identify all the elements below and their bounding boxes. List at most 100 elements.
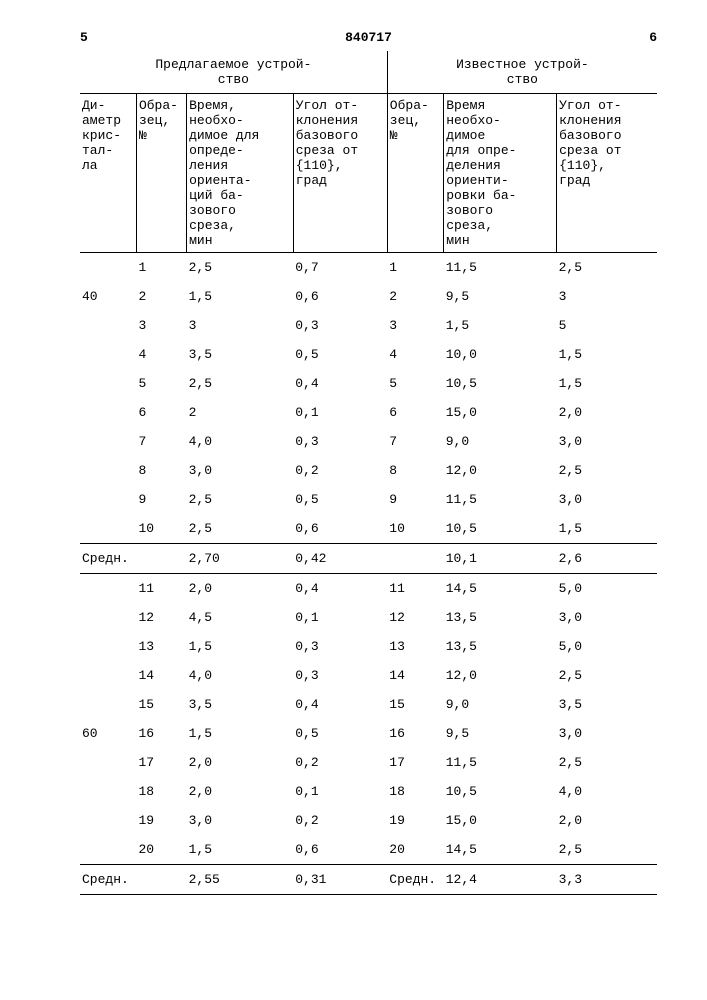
table-cell: 2,0 bbox=[187, 748, 294, 777]
table-cell: 6 bbox=[387, 398, 443, 427]
table-cell: 12 bbox=[387, 603, 443, 632]
table-cell: 5 bbox=[557, 311, 657, 340]
avg-label: Средн. bbox=[80, 865, 187, 895]
table-cell: 3 bbox=[187, 311, 294, 340]
table-cell: 5 bbox=[136, 369, 186, 398]
table-cell: 0,2 bbox=[293, 748, 387, 777]
table-row: 52,50,4510,51,5 bbox=[80, 369, 657, 398]
table-cell bbox=[80, 690, 136, 719]
table-cell: 10,5 bbox=[444, 369, 557, 398]
table-cell: 9,0 bbox=[444, 427, 557, 456]
table-cell: 2,5 bbox=[187, 253, 294, 283]
table-cell: 0,6 bbox=[293, 835, 387, 865]
table-cell: 2,5 bbox=[557, 748, 657, 777]
table-cell: 0,7 bbox=[293, 253, 387, 283]
table-cell: 13 bbox=[136, 632, 186, 661]
group1-title: Предлагаемое устрой- ство bbox=[80, 51, 387, 94]
average-row-2: Средн. 2,55 0,31 Средн. 12,4 3,3 bbox=[80, 865, 657, 895]
avg-cell: 3,3 bbox=[557, 865, 657, 895]
table-cell: 18 bbox=[136, 777, 186, 806]
table-cell bbox=[80, 777, 136, 806]
table-cell: 0,5 bbox=[293, 485, 387, 514]
table-cell: 9 bbox=[387, 485, 443, 514]
table-cell bbox=[80, 427, 136, 456]
document-number: 840717 bbox=[345, 30, 392, 45]
table-cell: 16 bbox=[387, 719, 443, 748]
table-cell: 2,5 bbox=[187, 485, 294, 514]
page-header: 5 840717 6 bbox=[80, 30, 657, 45]
table-cell: 2,0 bbox=[187, 574, 294, 604]
table-cell bbox=[80, 253, 136, 283]
table-row: 43,50,5410,01,5 bbox=[80, 340, 657, 369]
avg-cell: 0,42 bbox=[293, 544, 387, 574]
table-cell: 4,5 bbox=[187, 603, 294, 632]
table-cell: 13 bbox=[387, 632, 443, 661]
table-cell: 15 bbox=[387, 690, 443, 719]
table-cell: 0,3 bbox=[293, 661, 387, 690]
table-cell: 9,5 bbox=[444, 282, 557, 311]
table-cell: 3,5 bbox=[557, 690, 657, 719]
table-cell: 0,2 bbox=[293, 456, 387, 485]
table-cell: 4,0 bbox=[187, 661, 294, 690]
table-cell bbox=[80, 574, 136, 604]
avg-cell: 12,4 bbox=[444, 865, 557, 895]
table-cell: 19 bbox=[387, 806, 443, 835]
table-cell: 2 bbox=[387, 282, 443, 311]
table-cell: 0,6 bbox=[293, 514, 387, 544]
table-row: 172,00,21711,52,5 bbox=[80, 748, 657, 777]
table-cell: 3,0 bbox=[557, 719, 657, 748]
table-cell: 12,0 bbox=[444, 661, 557, 690]
table-cell: 60 bbox=[80, 719, 136, 748]
table-cell bbox=[80, 661, 136, 690]
table-cell bbox=[80, 369, 136, 398]
table-cell: 4 bbox=[387, 340, 443, 369]
table-cell: 8 bbox=[136, 456, 186, 485]
table-cell: 0,4 bbox=[293, 574, 387, 604]
table-cell: 10,5 bbox=[444, 514, 557, 544]
col-time1: Время, необхо- димое для опреде- ления о… bbox=[187, 94, 294, 253]
table-cell: 10,5 bbox=[444, 777, 557, 806]
avg-cell bbox=[387, 544, 443, 574]
table-cell: 1,5 bbox=[557, 369, 657, 398]
table-cell: 1,5 bbox=[444, 311, 557, 340]
table-cell: 3,5 bbox=[187, 340, 294, 369]
table-cell: 10 bbox=[136, 514, 186, 544]
table-cell: 1,5 bbox=[187, 282, 294, 311]
table-cell: 4,0 bbox=[557, 777, 657, 806]
table-cell: 17 bbox=[136, 748, 186, 777]
table-cell bbox=[80, 603, 136, 632]
table-cell bbox=[80, 456, 136, 485]
table-row: 4021,50,629,53 bbox=[80, 282, 657, 311]
table-cell: 14 bbox=[387, 661, 443, 690]
table-cell: 20 bbox=[136, 835, 186, 865]
avg-label: Средн. bbox=[80, 544, 187, 574]
table-cell: 1,5 bbox=[187, 835, 294, 865]
table-cell: 0,3 bbox=[293, 632, 387, 661]
table-row: 12,50,7111,52,5 bbox=[80, 253, 657, 283]
table-row: 182,00,11810,54,0 bbox=[80, 777, 657, 806]
table-cell: 0,4 bbox=[293, 690, 387, 719]
col-time2: Время необхо- димое для опре- деления ор… bbox=[444, 94, 557, 253]
table-cell: 5,0 bbox=[557, 632, 657, 661]
table-cell: 0,2 bbox=[293, 806, 387, 835]
table-cell: 10 bbox=[387, 514, 443, 544]
average-row-1: Средн. 2,70 0,42 10,1 2,6 bbox=[80, 544, 657, 574]
table-row: 330,331,55 bbox=[80, 311, 657, 340]
table-cell: 1 bbox=[387, 253, 443, 283]
table-cell: 3 bbox=[557, 282, 657, 311]
table-cell bbox=[80, 311, 136, 340]
right-page-number: 6 bbox=[649, 30, 657, 45]
table-row: 144,00,31412,02,5 bbox=[80, 661, 657, 690]
avg-cell: 2,55 bbox=[187, 865, 294, 895]
table-cell: 3,0 bbox=[187, 456, 294, 485]
table-cell bbox=[80, 485, 136, 514]
table-cell: 11 bbox=[387, 574, 443, 604]
table-cell bbox=[80, 398, 136, 427]
table-cell: 3,0 bbox=[557, 603, 657, 632]
table-cell: 3,5 bbox=[187, 690, 294, 719]
col-angle2: Угол от- клонения базового среза от {110… bbox=[557, 94, 657, 253]
table-cell: 6 bbox=[136, 398, 186, 427]
table-cell: 14,5 bbox=[444, 574, 557, 604]
column-header-row: Ди- аметр крис- тал- ла Обра- зец, № Вре… bbox=[80, 94, 657, 253]
table-cell: 19 bbox=[136, 806, 186, 835]
